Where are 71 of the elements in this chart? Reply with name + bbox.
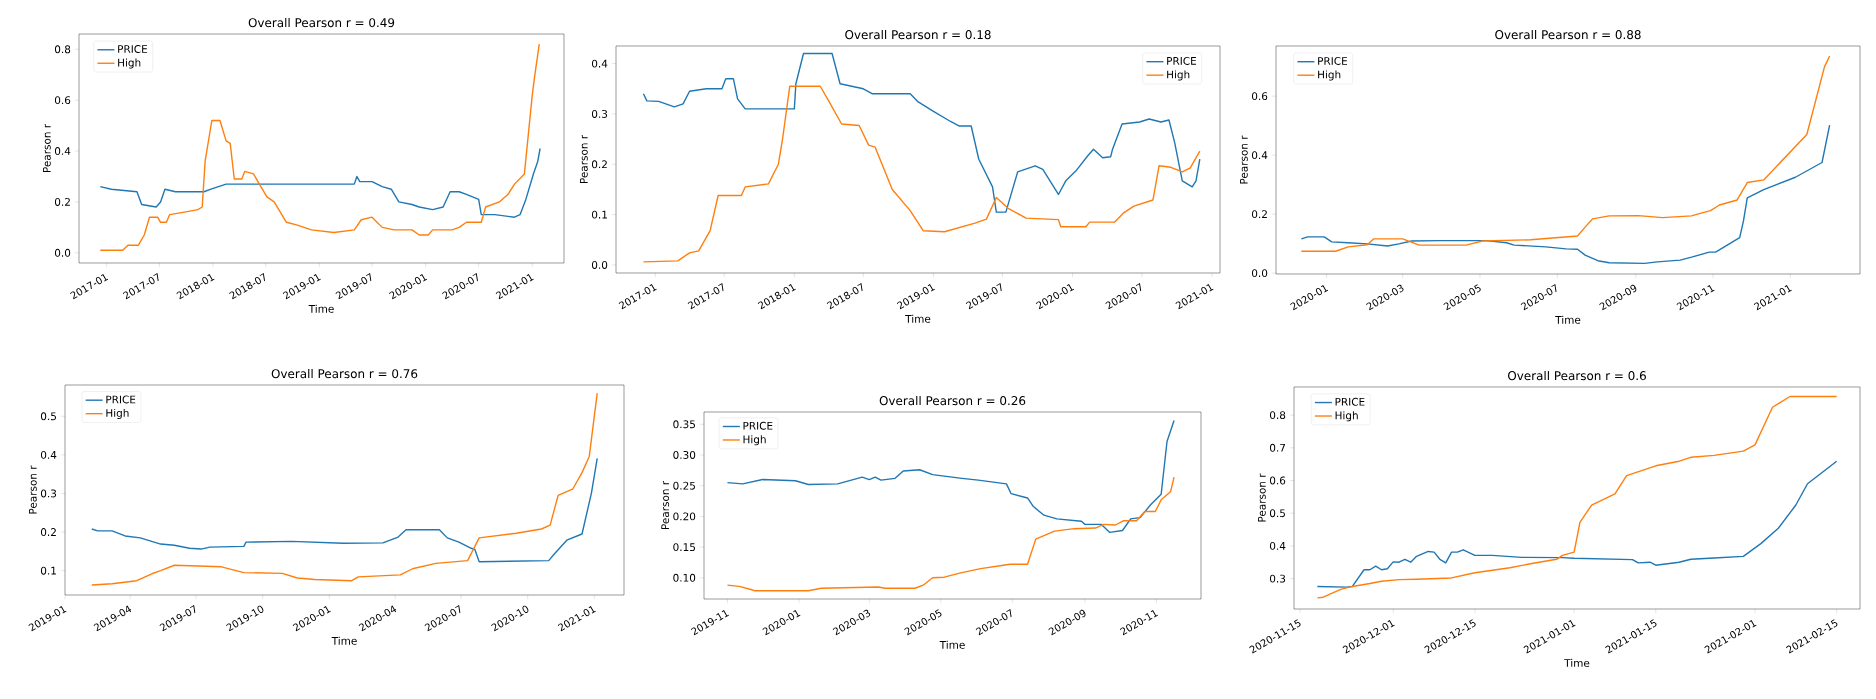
y-tick-label: 0.5 <box>40 412 56 421</box>
legend-label: PRICE <box>1167 56 1197 65</box>
legend-label: High <box>106 408 129 419</box>
y-tick-label: 0.6 <box>1269 476 1286 485</box>
chart-title: Overall Pearson r = 0.26 <box>879 395 1026 406</box>
y-tick-label: 0.8 <box>1269 411 1286 420</box>
line-series <box>1300 55 1831 252</box>
y-tick-label: 0.3 <box>40 489 57 498</box>
legend-label: High <box>1318 70 1341 81</box>
legend-label: PRICE <box>1335 397 1365 406</box>
y-tick-label: 0.35 <box>673 420 695 429</box>
y-tick-label: 0.2 <box>1251 210 1267 219</box>
y-tick-label: 0.2 <box>54 197 70 206</box>
y-axis-title: Pearson r <box>42 123 51 173</box>
y-tick-label: 0.30 <box>673 451 696 459</box>
y-tick-label: 0.8 <box>54 45 71 54</box>
y-tick-label: 0.6 <box>1251 92 1268 101</box>
y-tick-label: 0.1 <box>40 566 56 575</box>
x-axis-title: Time <box>308 304 334 313</box>
y-tick-label: 0.4 <box>54 147 71 155</box>
y-tick-label: 0.15 <box>673 543 695 552</box>
y-tick-label: 0.2 <box>40 528 56 537</box>
chart-title: Overall Pearson r = 0.18 <box>845 29 991 40</box>
y-tick-label: 0.6 <box>54 96 71 105</box>
legend-label: High <box>118 58 141 69</box>
y-tick-label: 0.10 <box>673 573 696 582</box>
x-axis-title: Time <box>939 640 965 649</box>
x-axis-title: Time <box>905 314 931 323</box>
x-axis-title: Time <box>1564 658 1590 667</box>
y-tick-label: 0.4 <box>40 450 57 459</box>
line-series <box>1316 460 1838 588</box>
line-series <box>642 85 1201 263</box>
y-tick-label: 0.20 <box>673 512 696 521</box>
y-axis-title: Pearson r <box>1240 135 1248 184</box>
y-axis-title: Pearson r <box>579 134 588 184</box>
chart-title: Overall Pearson r = 0.88 <box>1495 29 1641 40</box>
chart-title: Overall Pearson r = 0.49 <box>248 17 395 28</box>
line-series <box>726 419 1175 534</box>
y-tick-label: 0.1 <box>591 210 607 219</box>
y-tick-label: 0.5 <box>1269 509 1285 518</box>
chart-title: Overall Pearson r = 0.6 <box>1508 370 1646 381</box>
line-series <box>91 457 598 563</box>
y-tick-label: 0.7 <box>1269 443 1286 452</box>
line-series <box>1316 395 1838 599</box>
x-axis-title: Time <box>331 636 357 645</box>
y-tick-label: 0.4 <box>1269 541 1286 550</box>
y-tick-label: 0.0 <box>591 260 608 269</box>
line-series <box>726 476 1175 592</box>
y-axis-title: Pearson r <box>661 480 670 530</box>
legend-label: High <box>1167 70 1190 81</box>
chart-title: Overall Pearson r = 0.76 <box>271 368 418 379</box>
legend-label: High <box>1335 411 1358 422</box>
y-tick-label: 0.3 <box>1269 574 1286 583</box>
line-series <box>99 43 540 251</box>
y-tick-label: 0.4 <box>591 59 608 68</box>
line-series <box>91 392 598 586</box>
legend-label: PRICE <box>1318 57 1348 65</box>
line-series <box>1300 124 1831 265</box>
y-tick-label: 0.0 <box>1251 269 1268 278</box>
legend-label: PRICE <box>118 45 148 53</box>
legend-label: PRICE <box>743 421 773 430</box>
y-axis-title: Pearson r <box>28 465 37 514</box>
y-tick-label: 0.25 <box>673 481 695 490</box>
y-tick-label: 0.0 <box>54 248 71 257</box>
legend-label: PRICE <box>106 395 136 404</box>
y-tick-label: 0.4 <box>1251 151 1268 160</box>
y-tick-label: 0.2 <box>591 160 607 169</box>
legend-label: High <box>743 435 766 446</box>
y-axis-title: Pearson r <box>1258 473 1266 522</box>
x-axis-title: Time <box>1555 315 1581 324</box>
y-tick-label: 0.3 <box>591 109 608 118</box>
